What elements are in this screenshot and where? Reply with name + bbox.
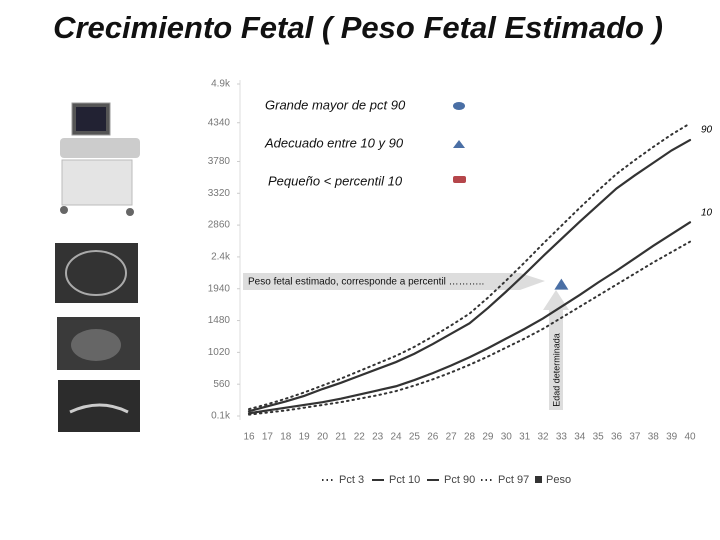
- key-icon: [453, 102, 465, 110]
- x-tick-label: 29: [482, 432, 494, 443]
- scan-image: [55, 243, 138, 303]
- ultrasound-machine: [60, 102, 140, 216]
- series-line: [248, 122, 691, 411]
- x-tick-label: 34: [574, 432, 586, 443]
- legend-label: Pct 3: [339, 474, 364, 486]
- x-tick-label: 37: [629, 432, 641, 443]
- x-tick-label: 38: [648, 432, 660, 443]
- legend-swatch: [535, 476, 542, 483]
- legend-label: Peso: [546, 474, 571, 486]
- x-tick-label: 35: [593, 432, 605, 443]
- x-tick-label: 21: [335, 432, 347, 443]
- scan-detail: [71, 329, 121, 361]
- series-line: [248, 240, 691, 416]
- key-icon: [453, 140, 465, 148]
- annotation: Edad determinada: [551, 333, 561, 407]
- x-tick-label: 26: [427, 432, 439, 443]
- x-tick-label: 36: [611, 432, 623, 443]
- x-tick-label: 24: [390, 432, 402, 443]
- legend-label: Pct 10: [389, 474, 420, 486]
- x-tick-label: 40: [684, 432, 696, 443]
- annotation: Peso fetal estimado, corresponde a perce…: [248, 277, 484, 288]
- x-tick-label: 25: [409, 432, 421, 443]
- x-tick-label: 16: [243, 432, 255, 443]
- key-label: Adecuado entre 10 y 90: [264, 135, 404, 150]
- x-tick-label: 23: [372, 432, 384, 443]
- y-tick-label: 3780: [208, 156, 231, 167]
- series-line: [247, 138, 692, 413]
- x-tick-label: 22: [354, 432, 366, 443]
- scan-detail: [69, 403, 129, 414]
- y-tick-label: 4340: [208, 117, 231, 128]
- x-tick-label: 39: [666, 432, 678, 443]
- scan-detail: [65, 250, 127, 296]
- y-tick-label: 2860: [208, 220, 231, 231]
- legend-label: Pct 97: [498, 474, 529, 486]
- line-label: 90: [701, 125, 713, 136]
- line-label: 10: [701, 208, 713, 219]
- y-tick-label: 1940: [208, 283, 231, 294]
- y-tick-label: 4.9k: [211, 79, 231, 90]
- annotation-arrow: [543, 290, 569, 410]
- key-label: Pequeño < percentil 10: [268, 173, 403, 188]
- legend-label: Pct 90: [444, 474, 475, 486]
- x-tick-label: 27: [446, 432, 458, 443]
- y-tick-label: 2.4k: [211, 252, 231, 263]
- y-tick-label: 1020: [208, 347, 231, 358]
- x-tick-label: 28: [464, 432, 476, 443]
- x-tick-label: 32: [537, 432, 549, 443]
- x-tick-label: 20: [317, 432, 329, 443]
- x-tick-label: 33: [556, 432, 568, 443]
- series-line: [247, 221, 692, 415]
- y-tick-label: 1480: [208, 315, 231, 326]
- x-tick-label: 31: [519, 432, 531, 443]
- y-tick-label: 3320: [208, 188, 231, 199]
- annotation-arrow: [243, 273, 545, 290]
- data-marker: [554, 278, 569, 290]
- y-tick-label: 0.1k: [211, 411, 231, 422]
- x-tick-label: 17: [262, 432, 274, 443]
- key-icon: [453, 176, 466, 183]
- x-tick-label: 30: [501, 432, 513, 443]
- slide-title: Crecimiento Fetal ( Peso Fetal Estimado …: [53, 10, 663, 45]
- y-tick-label: 560: [213, 379, 230, 390]
- key-label: Grande mayor de pct 90: [265, 97, 406, 112]
- x-tick-label: 18: [280, 432, 292, 443]
- x-tick-label: 19: [299, 432, 311, 443]
